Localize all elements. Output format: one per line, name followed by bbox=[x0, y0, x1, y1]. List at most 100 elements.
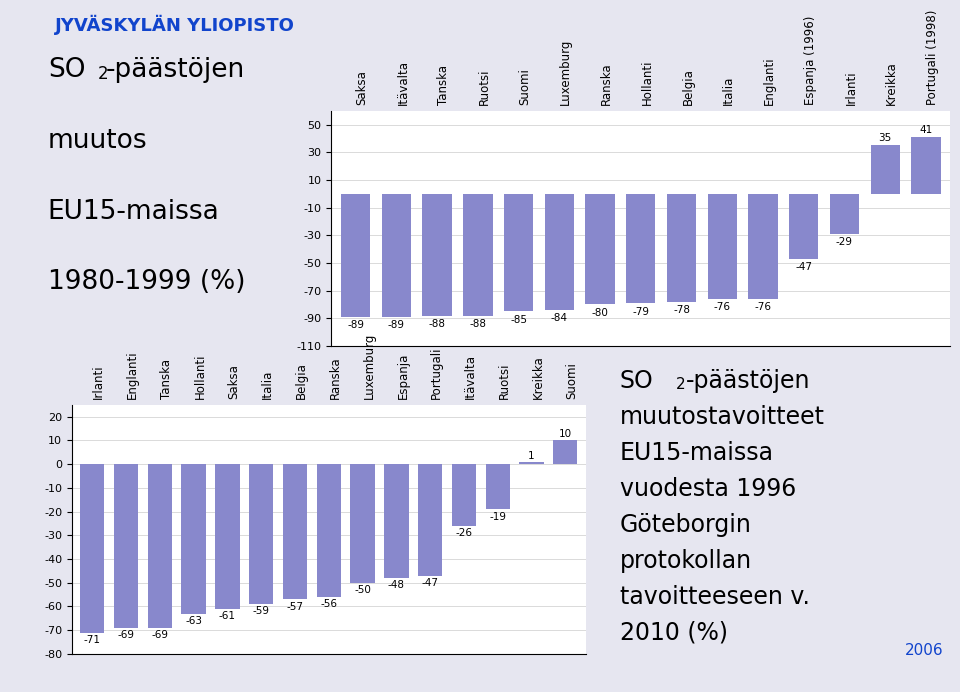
Text: SO: SO bbox=[48, 57, 85, 83]
Text: -päästöjen: -päästöjen bbox=[106, 57, 245, 83]
Text: -78: -78 bbox=[673, 305, 690, 315]
Bar bbox=[350, 464, 374, 583]
Text: -56: -56 bbox=[321, 599, 337, 610]
Text: -61: -61 bbox=[219, 611, 236, 621]
Text: EU15-maissa: EU15-maissa bbox=[620, 441, 774, 465]
Text: Italia: Italia bbox=[722, 76, 735, 105]
Text: -59: -59 bbox=[252, 606, 270, 617]
Text: -47: -47 bbox=[795, 262, 812, 272]
Text: -47: -47 bbox=[421, 578, 439, 588]
Text: Ruotsi: Ruotsi bbox=[497, 363, 511, 399]
Bar bbox=[148, 464, 172, 628]
Bar bbox=[829, 194, 859, 234]
Text: Ruotsi: Ruotsi bbox=[478, 69, 491, 105]
Bar bbox=[452, 464, 476, 526]
Text: protokollan: protokollan bbox=[620, 549, 752, 572]
Text: Kreikka: Kreikka bbox=[885, 62, 899, 105]
Bar bbox=[384, 464, 409, 578]
Text: -85: -85 bbox=[510, 315, 527, 325]
Text: -76: -76 bbox=[755, 302, 772, 312]
Text: Saksa: Saksa bbox=[228, 365, 240, 399]
Bar bbox=[667, 194, 696, 302]
Bar bbox=[708, 194, 737, 299]
Text: -80: -80 bbox=[591, 308, 609, 318]
Bar bbox=[317, 464, 341, 597]
Text: 2: 2 bbox=[97, 65, 108, 83]
Text: -29: -29 bbox=[836, 237, 853, 247]
Text: Hollanti: Hollanti bbox=[641, 60, 654, 105]
Text: -79: -79 bbox=[633, 307, 649, 316]
Text: Espanja: Espanja bbox=[396, 353, 409, 399]
Bar bbox=[114, 464, 138, 628]
Bar bbox=[911, 137, 941, 194]
Text: JYVÄSKYLÄN YLIOPISTO: JYVÄSKYLÄN YLIOPISTO bbox=[55, 15, 295, 35]
Text: tavoitteeseen v.: tavoitteeseen v. bbox=[620, 585, 809, 608]
Text: 41: 41 bbox=[920, 125, 932, 135]
Bar bbox=[504, 194, 533, 311]
Text: Portugali: Portugali bbox=[430, 347, 444, 399]
Text: Italia: Italia bbox=[261, 370, 275, 399]
Text: 2006: 2006 bbox=[905, 644, 944, 658]
Text: Belgia: Belgia bbox=[682, 69, 694, 105]
Bar bbox=[283, 464, 307, 599]
Text: -48: -48 bbox=[388, 581, 405, 590]
Text: Luxemburg: Luxemburg bbox=[560, 39, 572, 105]
Text: muutostavoitteet: muutostavoitteet bbox=[620, 405, 825, 429]
Text: 2: 2 bbox=[676, 378, 685, 392]
Bar bbox=[486, 464, 510, 509]
Text: Irlanti: Irlanti bbox=[92, 365, 106, 399]
Bar bbox=[463, 194, 492, 316]
Bar bbox=[422, 194, 452, 316]
Bar bbox=[544, 194, 574, 310]
Text: 2010 (%): 2010 (%) bbox=[620, 621, 728, 644]
Bar bbox=[871, 145, 900, 194]
Bar bbox=[519, 462, 543, 464]
Text: -88: -88 bbox=[428, 319, 445, 329]
Text: Englanti: Englanti bbox=[126, 351, 139, 399]
Text: Göteborgin: Göteborgin bbox=[620, 513, 752, 537]
Text: muutos: muutos bbox=[48, 128, 148, 154]
Text: EU15-maissa: EU15-maissa bbox=[48, 199, 220, 224]
Text: -89: -89 bbox=[348, 320, 364, 330]
Text: Suomi: Suomi bbox=[518, 69, 532, 105]
Text: Itävalta: Itävalta bbox=[396, 60, 409, 105]
Text: Tanska: Tanska bbox=[160, 359, 173, 399]
Text: -63: -63 bbox=[185, 616, 203, 626]
Text: Belgia: Belgia bbox=[295, 363, 308, 399]
Text: Ranska: Ranska bbox=[600, 62, 613, 105]
Text: Ranska: Ranska bbox=[328, 356, 342, 399]
Text: -71: -71 bbox=[84, 635, 101, 645]
Text: -89: -89 bbox=[388, 320, 405, 330]
Text: Tanska: Tanska bbox=[437, 65, 450, 105]
Text: 35: 35 bbox=[878, 134, 892, 143]
Bar bbox=[553, 440, 578, 464]
Text: SO: SO bbox=[620, 369, 654, 393]
Bar bbox=[215, 464, 240, 609]
Text: -26: -26 bbox=[455, 528, 472, 538]
Text: vuodesta 1996: vuodesta 1996 bbox=[620, 477, 796, 501]
Bar bbox=[382, 194, 411, 317]
Bar bbox=[789, 194, 819, 259]
Text: 10: 10 bbox=[559, 429, 572, 439]
Text: Hollanti: Hollanti bbox=[194, 354, 206, 399]
Text: Suomi: Suomi bbox=[565, 363, 578, 399]
Text: -88: -88 bbox=[469, 319, 487, 329]
Text: -69: -69 bbox=[117, 630, 134, 640]
Text: -84: -84 bbox=[551, 313, 567, 323]
Text: -50: -50 bbox=[354, 585, 371, 595]
Bar bbox=[418, 464, 443, 576]
Text: Saksa: Saksa bbox=[355, 71, 369, 105]
Text: -76: -76 bbox=[714, 302, 731, 312]
Text: -päästöjen: -päästöjen bbox=[686, 369, 811, 393]
Bar bbox=[341, 194, 371, 317]
Bar bbox=[749, 194, 778, 299]
Text: Itävalta: Itävalta bbox=[464, 354, 477, 399]
Bar bbox=[249, 464, 274, 604]
Text: Portugali (1998): Portugali (1998) bbox=[926, 10, 939, 105]
Bar bbox=[626, 194, 656, 303]
Bar bbox=[80, 464, 105, 632]
Text: 1980-1999 (%): 1980-1999 (%) bbox=[48, 269, 246, 295]
Text: Kreikka: Kreikka bbox=[532, 356, 544, 399]
Text: Englanti: Englanti bbox=[763, 57, 776, 105]
Text: -19: -19 bbox=[490, 511, 506, 522]
